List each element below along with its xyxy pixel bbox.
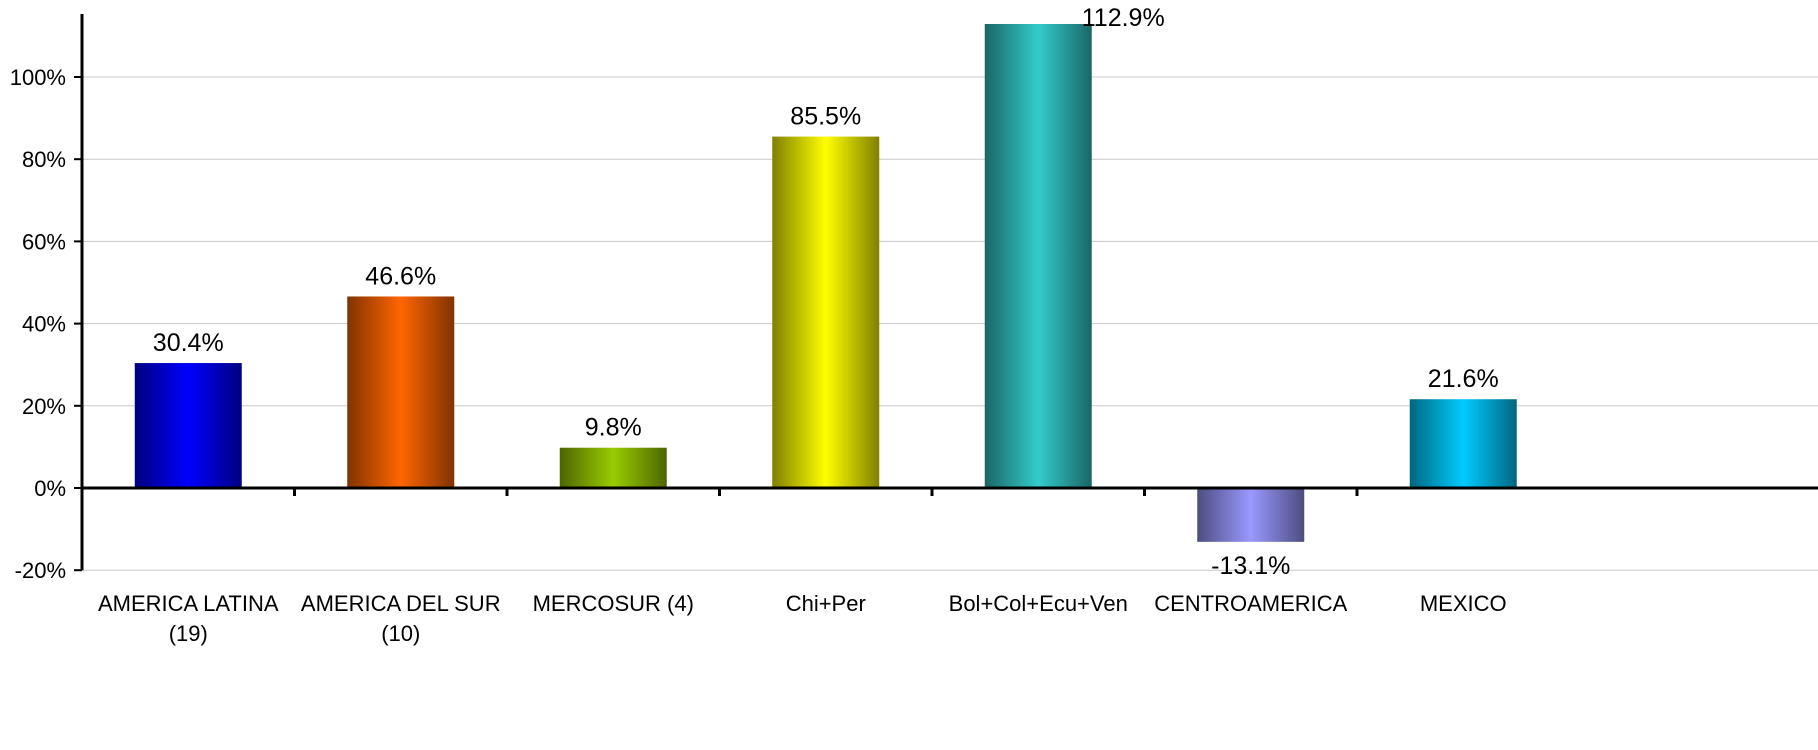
bar xyxy=(772,136,880,488)
category-label: MEXICO xyxy=(1420,591,1507,616)
bar xyxy=(1197,488,1305,542)
bars xyxy=(134,23,1517,542)
data-label: 9.8% xyxy=(585,414,642,442)
data-label: -13.1% xyxy=(1211,552,1290,580)
y-tick-label: 0% xyxy=(34,476,66,501)
y-tick-label: 100% xyxy=(10,65,66,90)
y-tick-label: 40% xyxy=(22,312,66,337)
category-label: MERCOSUR (4) xyxy=(533,591,694,616)
y-tick-label: -20% xyxy=(15,558,66,583)
data-labels: 30.4% 46.6% 9.8% 85.5% 112.9% -13.1% 21.6% xyxy=(153,4,1499,580)
category-label: Bol+Col+Ecu+Ven xyxy=(949,591,1128,616)
y-tick-label: 20% xyxy=(22,394,66,419)
category-label: CENTROAMERICA xyxy=(1154,591,1347,616)
bar xyxy=(559,447,667,488)
bar xyxy=(1409,399,1517,488)
category-label: AMERICA DEL SUR xyxy=(301,591,501,616)
y-tick-label: 80% xyxy=(22,147,66,172)
data-label: 85.5% xyxy=(790,103,861,131)
x-axis-category-labels: AMERICA LATINA (19) AMERICA DEL SUR (10) MER… xyxy=(98,591,1507,646)
bar xyxy=(347,296,455,488)
y-tick-label: 60% xyxy=(22,229,66,254)
category-label: (19) xyxy=(169,621,208,646)
data-label: 21.6% xyxy=(1428,365,1499,393)
y-axis-tick-labels: -20% 0% 20% 40% 60% 80% 100% xyxy=(10,65,82,583)
bar xyxy=(984,23,1092,489)
axes xyxy=(80,14,1818,571)
gridlines xyxy=(82,76,1818,571)
category-label: AMERICA LATINA xyxy=(98,591,279,616)
data-label: 112.9% xyxy=(1082,4,1165,32)
category-label: (10) xyxy=(381,621,420,646)
bar xyxy=(134,363,242,488)
data-label: 30.4% xyxy=(153,329,224,357)
category-label: Chi+Per xyxy=(786,591,866,616)
data-label: 46.6% xyxy=(365,262,436,290)
